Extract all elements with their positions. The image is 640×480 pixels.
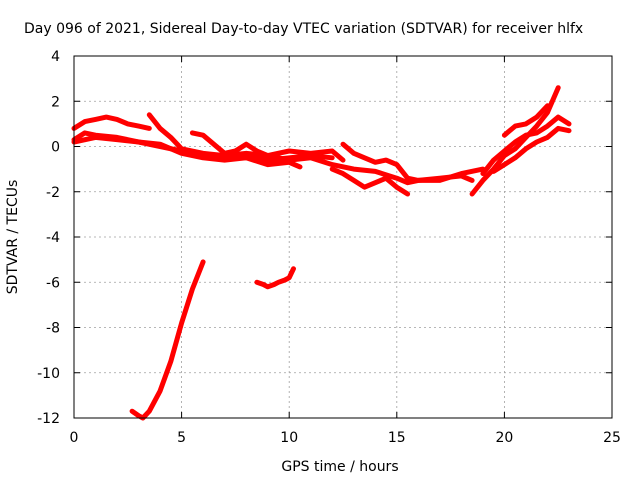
series-arc-k [501, 103, 550, 138]
chart-title: Day 096 of 2021, Sidereal Day-to-day VTE… [24, 21, 583, 37]
series-arc-f [329, 166, 411, 197]
y-tick-label: 0 [51, 140, 60, 156]
grid [74, 56, 612, 418]
x-tick-label: 0 [70, 430, 79, 446]
series-arc-a [71, 114, 152, 131]
x-tick-label: 5 [177, 430, 186, 446]
series-arc-d [146, 112, 346, 163]
y-tick-label: 4 [51, 49, 60, 65]
y-tick-label: -4 [46, 230, 60, 246]
y-tick-label: -8 [46, 321, 60, 337]
series-group [71, 85, 572, 421]
y-tick-label: -12 [37, 411, 60, 427]
y-tick-labels: -12 -10 -8 -6 -4 -2 0 2 4 [37, 49, 60, 427]
x-tick-label: 15 [388, 430, 406, 446]
x-tick-label: 20 [495, 430, 513, 446]
ticks [73, 55, 613, 419]
series-arc-h [469, 85, 561, 197]
x-axis-title: GPS time / hours [281, 459, 398, 475]
series-arc-i [480, 114, 572, 177]
y-tick-label: -10 [37, 366, 60, 382]
series-arc-m [254, 266, 296, 290]
x-tick-label: 25 [603, 430, 621, 446]
y-axis-title: SDTVAR / TECUs [5, 180, 21, 295]
y-tick-label: -6 [46, 275, 60, 291]
series-arc-g [340, 141, 486, 183]
series-arc-j [491, 125, 572, 174]
series-arc-l [129, 259, 206, 421]
series-arc-c [71, 134, 303, 170]
y-tick-label: -2 [46, 185, 60, 201]
x-tick-label: 10 [280, 430, 298, 446]
x-tick-labels: 0 5 10 15 20 25 [70, 430, 621, 446]
y-tick-label: 2 [51, 94, 60, 110]
